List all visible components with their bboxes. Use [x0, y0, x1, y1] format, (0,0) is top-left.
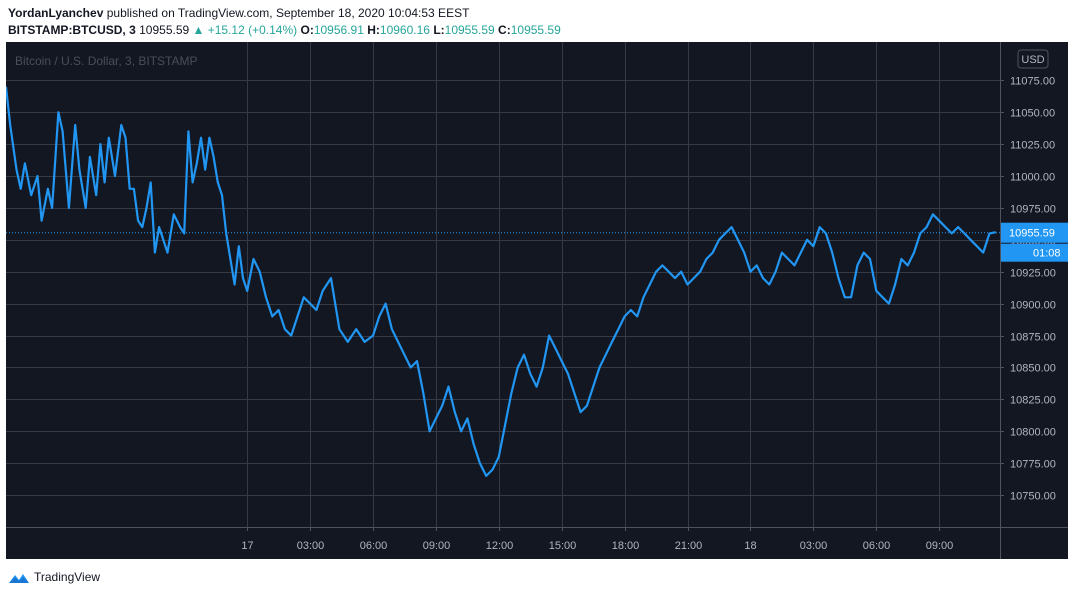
y-tick-label: 10975.00	[1010, 204, 1056, 216]
high-value: 10960.16	[379, 23, 430, 37]
low-value: 10955.59	[444, 23, 495, 37]
x-tick-label: 06:00	[360, 540, 388, 552]
open-label: O:	[300, 23, 314, 37]
y-tick-label: 11000.00	[1010, 172, 1055, 184]
low-label: L:	[433, 23, 445, 37]
currency-badge[interactable]	[1017, 49, 1049, 69]
y-tick-label: 10750.00	[1010, 491, 1056, 503]
symbol-name: BITSTAMP:BTCUSD, 3	[8, 23, 136, 37]
change-value: ▲ +15.12 (+0.14%)	[192, 23, 298, 37]
close-label: C:	[498, 23, 511, 37]
tradingview-logo-icon	[9, 573, 29, 583]
y-tick-label: 10875.00	[1010, 332, 1056, 344]
series-btcusd	[6, 86, 997, 477]
y-tick-label: 10800.00	[1010, 427, 1056, 439]
symbol-line: BITSTAMP:BTCUSD, 3 10955.59 ▲ +15.12 (+0…	[8, 23, 561, 37]
last-value: 10955.59	[139, 23, 190, 37]
publisher-line: YordanLyanchev published on TradingView.…	[8, 6, 469, 20]
y-tick-label: 10775.00	[1010, 459, 1056, 471]
currency-badge-label: USD	[1021, 54, 1044, 66]
x-tick-label: 15:00	[549, 540, 577, 552]
chart-area[interactable]: Bitcoin / U.S. Dollar, 3, BITSTAMP 10750…	[6, 42, 1068, 559]
x-tick-label: 17	[241, 540, 253, 552]
series-line	[6, 86, 997, 477]
y-tick-label: 10925.00	[1010, 268, 1056, 280]
x-tick-label: 06:00	[863, 540, 891, 552]
grid	[6, 42, 1000, 527]
y-tick-label: 10900.00	[1010, 300, 1056, 312]
x-tick-label: 18	[744, 540, 756, 552]
chart-watermark: Bitcoin / U.S. Dollar, 3, BITSTAMP	[15, 54, 198, 68]
y-tick-label: 11025.00	[1010, 140, 1055, 152]
countdown-label: 01:08	[1033, 248, 1061, 260]
y-tick-label: 10825.00	[1010, 395, 1056, 407]
x-tick-label: 18:00	[612, 540, 640, 552]
last-price-label: 10955.59	[1009, 228, 1055, 240]
x-tick-label: 03:00	[297, 540, 325, 552]
close-value: 10955.59	[510, 23, 561, 37]
price-axis[interactable]: 10750.00 10775.00 10800.00 10825.00 10850.00…	[1000, 76, 1056, 503]
time-axis[interactable]: 17 03:00 06:00 09:00 12:00 15:00 18:00 21:00 18 0…	[241, 527, 953, 552]
last-price-marker	[1001, 222, 1068, 243]
x-tick-label: 09:00	[423, 540, 451, 552]
price-labels: USD 10955.59 01:08	[1001, 49, 1068, 262]
tradingview-logo[interactable]: TradingView	[8, 570, 100, 585]
x-tick-label: 03:00	[800, 540, 828, 552]
open-value: 10956.91	[313, 23, 364, 37]
high-label: H:	[367, 23, 380, 37]
countdown-marker	[1001, 243, 1068, 262]
y-tick-label: 11075.00	[1010, 76, 1055, 88]
footer-brand: TradingView	[34, 570, 101, 584]
y-tick-label: 10850.00	[1010, 363, 1056, 375]
author-name[interactable]: YordanLyanchev	[8, 6, 104, 20]
x-tick-label: 12:00	[486, 540, 514, 552]
price-chart[interactable]: Bitcoin / U.S. Dollar, 3, BITSTAMP 10750…	[6, 42, 1068, 559]
published-text: published on TradingView.com, September …	[106, 6, 470, 20]
y-tick-label: 11050.00	[1010, 108, 1055, 120]
x-tick-label: 09:00	[926, 540, 954, 552]
x-tick-label: 21:00	[675, 540, 703, 552]
